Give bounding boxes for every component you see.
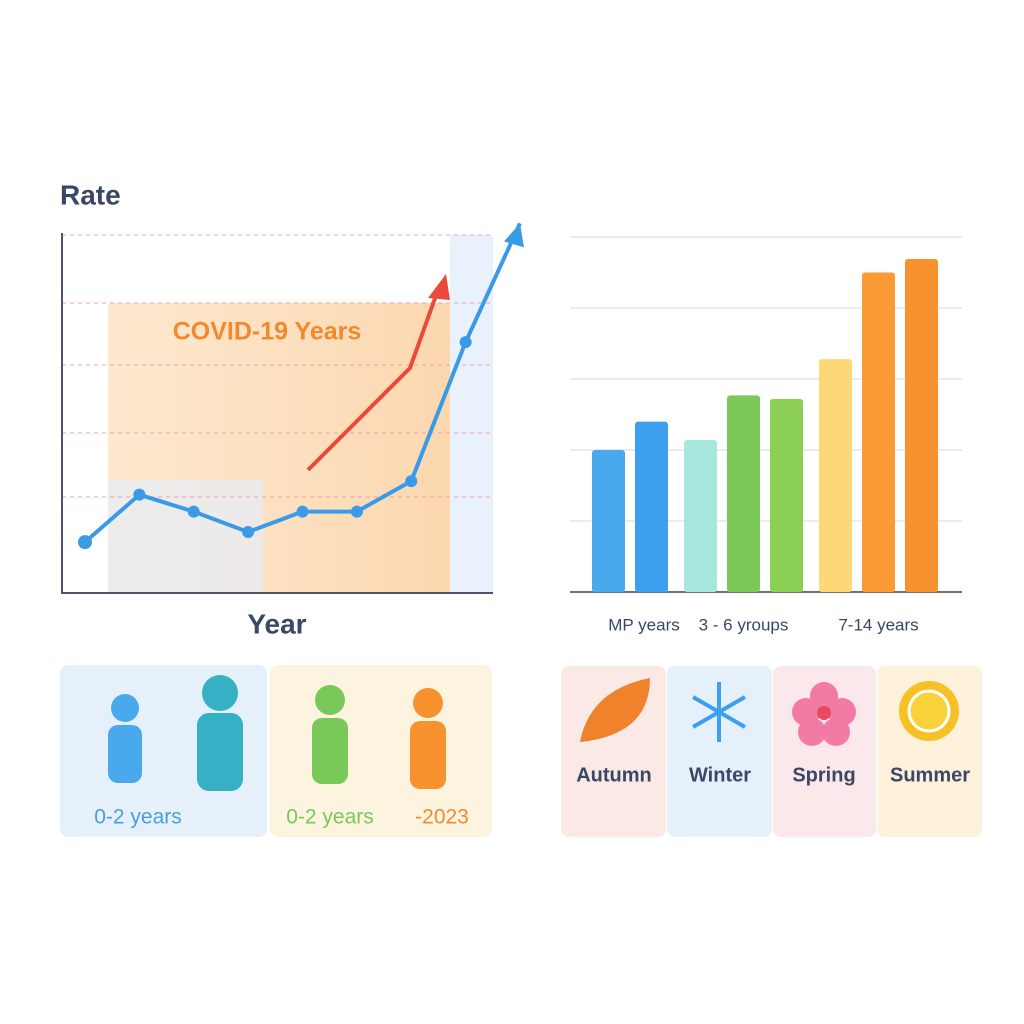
snow-icon [692, 682, 746, 742]
bar [684, 440, 717, 592]
bar [862, 272, 895, 592]
flower-icon [792, 682, 856, 746]
age-label: 0-2 years [286, 806, 374, 829]
card [561, 666, 666, 837]
bar [905, 259, 938, 592]
bar [592, 450, 625, 592]
x-tick-label: MP years [608, 615, 680, 634]
point [296, 505, 309, 518]
x-title: Year [247, 608, 306, 639]
point [133, 488, 146, 501]
season-label: Autumn [576, 764, 652, 786]
age-label: 0-2 years [94, 806, 182, 829]
point [242, 525, 255, 538]
arrow-head [428, 274, 450, 300]
point [459, 336, 472, 349]
bg-band [450, 235, 493, 593]
season-label: Spring [792, 764, 855, 786]
x-tick-label: 3 - 6 yroups [699, 615, 789, 634]
sun-icon [899, 681, 959, 741]
person-icon [410, 688, 446, 789]
arrow-head [504, 223, 524, 248]
point [78, 535, 92, 550]
y-title: Rate [60, 179, 121, 210]
leaf-icon [580, 678, 650, 742]
person-icon [312, 685, 348, 784]
annotation: COVID-19 Years [173, 318, 362, 346]
bar [770, 398, 803, 592]
person-icon [197, 675, 243, 791]
bar [727, 395, 760, 592]
point [187, 505, 200, 518]
season-label: Summer [890, 764, 970, 786]
person-icon [108, 694, 142, 783]
point [405, 475, 418, 488]
bar [635, 421, 668, 592]
trend-arrow [306, 289, 440, 472]
bar [819, 359, 852, 592]
card [667, 666, 772, 837]
season-label: Winter [689, 764, 751, 786]
point [350, 505, 363, 518]
age-extra: -2023 [415, 806, 469, 829]
x-tick-label: 7-14 years [838, 615, 918, 634]
